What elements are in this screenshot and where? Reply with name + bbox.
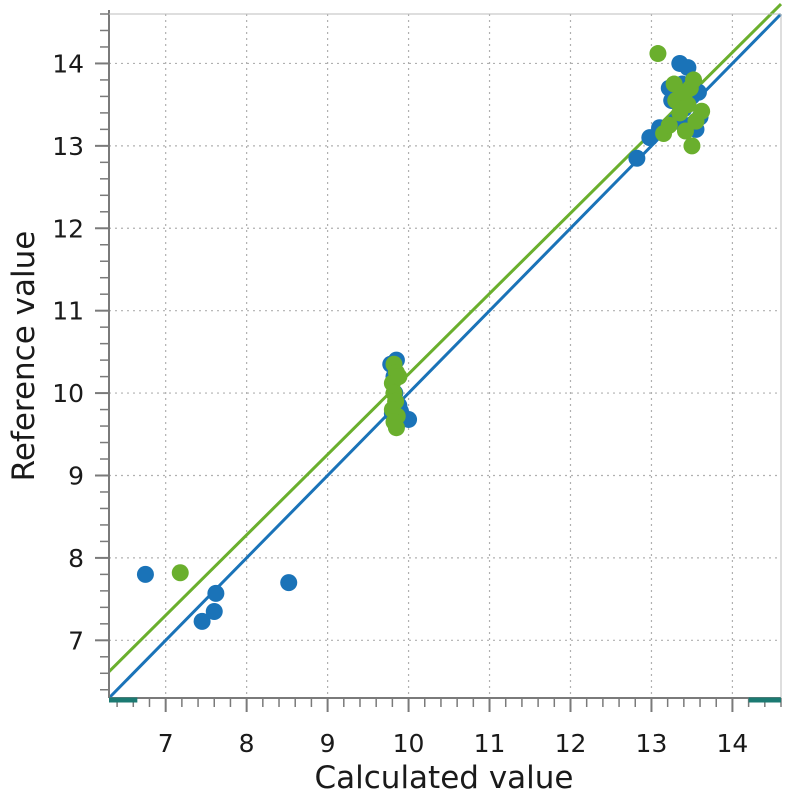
grid-lines — [109, 14, 781, 698]
y-tick-label: 11 — [52, 297, 84, 326]
y-tick-label: 9 — [68, 461, 84, 490]
y-tick-label: 8 — [68, 544, 84, 573]
y-tick-label: 7 — [68, 626, 84, 655]
x-tick-label: 7 — [158, 729, 174, 758]
data-point-series-2 — [649, 45, 667, 63]
data-point-series-1 — [280, 574, 298, 592]
axes — [95, 10, 782, 712]
x-axis-title: Calculated value — [315, 760, 574, 796]
data-point-series-1 — [205, 602, 223, 620]
data-point-series-2 — [387, 419, 405, 437]
x-tick-label: 11 — [474, 729, 506, 758]
data-point-series-1 — [136, 565, 154, 583]
data-point-series-2 — [693, 102, 711, 120]
y-tick-label: 10 — [52, 379, 84, 408]
data-point-series-1 — [193, 612, 211, 630]
y-axis-title: Reference value — [6, 231, 42, 482]
data-point-series-2 — [673, 83, 691, 101]
x-tick-label: 8 — [239, 729, 255, 758]
y-tick-label: 13 — [52, 132, 84, 161]
y-tick-label: 14 — [52, 49, 84, 78]
data-point-series-1 — [207, 584, 225, 602]
x-tick-label: 9 — [320, 729, 336, 758]
data-point-series-2 — [171, 564, 189, 582]
x-tick-label: 10 — [393, 729, 425, 758]
x-tick-label: 12 — [555, 729, 587, 758]
y-tick-label: 12 — [52, 214, 84, 243]
fit-line-series-2 — [107, 3, 783, 673]
data-points — [136, 45, 711, 630]
data-point-series-2 — [660, 116, 678, 134]
tick-labels: 7 8 9 10 11 12 13 14 7 8 9 10 11 12 13 14 — [52, 49, 748, 758]
data-point-series-1 — [628, 149, 646, 167]
data-point-series-2 — [390, 368, 408, 386]
data-point-series-2 — [685, 71, 703, 89]
x-tick-label: 14 — [717, 729, 749, 758]
x-tick-label: 13 — [636, 729, 668, 758]
data-point-series-2 — [683, 137, 701, 155]
